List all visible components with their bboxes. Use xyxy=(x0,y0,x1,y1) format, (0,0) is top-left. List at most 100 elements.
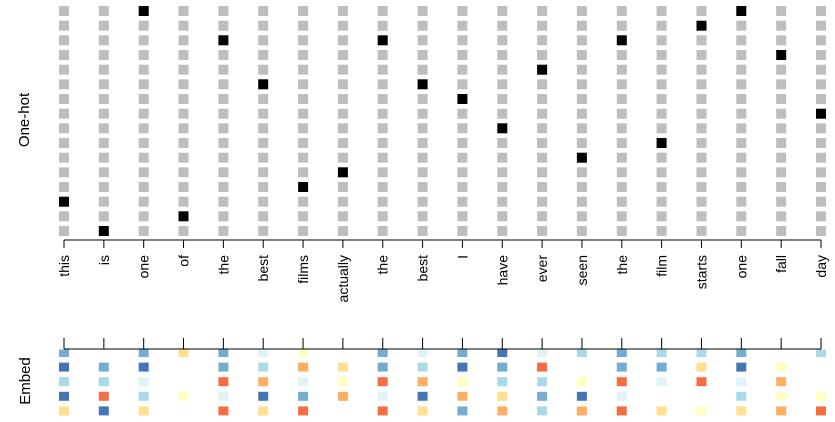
one-hot-cell xyxy=(537,20,548,31)
one-hot-cell-active xyxy=(337,167,348,178)
x-tick-label: I xyxy=(454,255,470,259)
embed-cell xyxy=(696,391,707,401)
one-hot-cell xyxy=(59,6,69,16)
one-hot-cell xyxy=(138,108,149,119)
one-hot-cell xyxy=(337,94,348,104)
one-hot-cell xyxy=(377,167,388,178)
embed-cell xyxy=(736,406,747,416)
one-hot-cell xyxy=(417,35,428,46)
one-hot-cell xyxy=(656,152,667,163)
one-hot-cell xyxy=(537,79,548,90)
embed-cell xyxy=(218,406,229,416)
one-hot-cell xyxy=(298,152,309,163)
one-hot-cell xyxy=(298,94,309,104)
one-hot-cell xyxy=(377,138,388,148)
one-hot-cell xyxy=(417,6,428,16)
one-hot-cell xyxy=(377,211,388,222)
one-hot-cell xyxy=(59,211,69,222)
one-hot-cell xyxy=(497,6,508,16)
embed-cell xyxy=(138,362,149,372)
one-hot-cell xyxy=(298,226,309,236)
one-hot-cell xyxy=(417,20,428,31)
embed-cell xyxy=(258,377,269,387)
one-hot-cell xyxy=(298,20,309,31)
x-tick-label: is xyxy=(96,255,112,265)
one-hot-cell xyxy=(736,182,747,192)
one-hot-cell xyxy=(59,35,69,46)
embed-cell xyxy=(337,391,348,401)
one-hot-cell xyxy=(258,152,269,163)
one-hot-cell xyxy=(457,108,468,119)
one-hot-cell xyxy=(218,226,229,236)
embed-cell xyxy=(298,391,309,401)
embed-cell xyxy=(537,377,548,387)
one-hot-cell xyxy=(736,20,747,31)
one-hot-cell xyxy=(736,108,747,119)
x-tick-label: the xyxy=(614,255,630,275)
embed-cell xyxy=(576,406,587,416)
embed-cell xyxy=(178,377,189,387)
one-hot-cell xyxy=(178,94,189,104)
one-hot-cell xyxy=(656,123,667,134)
one-hot-cell xyxy=(816,35,826,46)
one-hot-cell xyxy=(576,64,587,75)
one-hot-cell-active xyxy=(138,6,149,16)
one-hot-cell xyxy=(656,211,667,222)
one-hot-cell xyxy=(417,226,428,236)
one-hot-cell xyxy=(218,20,229,31)
one-hot-cell xyxy=(178,123,189,134)
embed-cell xyxy=(258,391,269,401)
one-hot-cell xyxy=(337,35,348,46)
one-hot-cell xyxy=(59,94,69,104)
one-hot-cell xyxy=(576,35,587,46)
embed-cell xyxy=(816,406,826,416)
one-hot-cell xyxy=(218,123,229,134)
one-hot-cell xyxy=(98,152,109,163)
one-hot-cell xyxy=(816,94,826,104)
one-hot-cell xyxy=(497,196,508,207)
one-hot-cell xyxy=(337,108,348,119)
one-hot-cell xyxy=(337,123,348,134)
one-hot-cell xyxy=(417,123,428,134)
x-tick-label: best xyxy=(415,255,431,282)
one-hot-cell xyxy=(576,20,587,31)
embed-cell xyxy=(377,349,388,357)
embed-cell xyxy=(59,406,69,416)
one-hot-cell xyxy=(537,226,548,236)
one-hot-cell xyxy=(337,152,348,163)
one-hot-cell xyxy=(337,50,348,60)
one-hot-cell xyxy=(98,64,109,75)
embed-cell xyxy=(656,391,667,401)
embed-cell xyxy=(377,362,388,372)
one-hot-cell xyxy=(417,211,428,222)
one-hot-cell xyxy=(258,20,269,31)
one-hot-cell xyxy=(537,138,548,148)
one-hot-cell xyxy=(736,64,747,75)
one-hot-cell xyxy=(98,196,109,207)
one-hot-cell xyxy=(337,226,348,236)
one-hot-cell xyxy=(457,138,468,148)
embed-cell xyxy=(138,406,149,416)
one-hot-cell xyxy=(258,108,269,119)
embed-cell xyxy=(337,362,348,372)
embed-cell xyxy=(457,406,468,416)
one-hot-cell xyxy=(178,196,189,207)
one-hot-cell xyxy=(816,64,826,75)
one-hot-cell xyxy=(816,182,826,192)
embed-cell xyxy=(696,362,707,372)
one-hot-cell xyxy=(417,152,428,163)
one-hot-cell xyxy=(138,20,149,31)
one-hot-cell xyxy=(616,196,627,207)
one-hot-cell xyxy=(537,167,548,178)
one-hot-cell xyxy=(816,167,826,178)
one-hot-axis-title: One-hot xyxy=(16,92,33,147)
embed-cell xyxy=(736,362,747,372)
one-hot-cell xyxy=(377,94,388,104)
embed-cell xyxy=(138,377,149,387)
embed-cell xyxy=(98,391,109,401)
one-hot-cell xyxy=(218,182,229,192)
embed-cell xyxy=(258,362,269,372)
one-hot-cell xyxy=(576,6,587,16)
one-hot-cell xyxy=(537,211,548,222)
